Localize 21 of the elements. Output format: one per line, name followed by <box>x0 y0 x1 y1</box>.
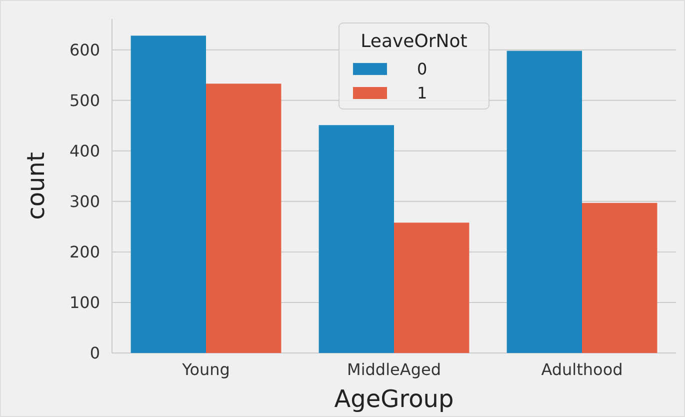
bar <box>394 222 470 353</box>
bar <box>582 202 658 353</box>
x-tick-label: Young <box>181 360 230 379</box>
x-tick-label: Adulthood <box>541 360 623 379</box>
y-tick-label: 500 <box>69 90 100 110</box>
y-tick-label: 300 <box>69 192 100 212</box>
y-tick-label: 0 <box>90 344 100 363</box>
y-tick-label: 400 <box>69 141 100 160</box>
y-axis-title: count <box>22 152 50 220</box>
bar <box>506 50 582 353</box>
x-axis-title: AgeGroup <box>334 385 454 413</box>
y-tick-label: 600 <box>69 40 100 60</box>
bar <box>318 125 394 353</box>
y-tick-label: 200 <box>69 242 100 262</box>
x-tick-label: MiddleAged <box>347 360 441 379</box>
bar <box>130 36 206 353</box>
bar <box>206 84 282 353</box>
y-tick-label: 100 <box>69 293 100 312</box>
legend-label: 0 <box>417 60 428 79</box>
legend-label: 1 <box>417 84 428 103</box>
legend-title: LeaveOrNot <box>360 31 468 52</box>
